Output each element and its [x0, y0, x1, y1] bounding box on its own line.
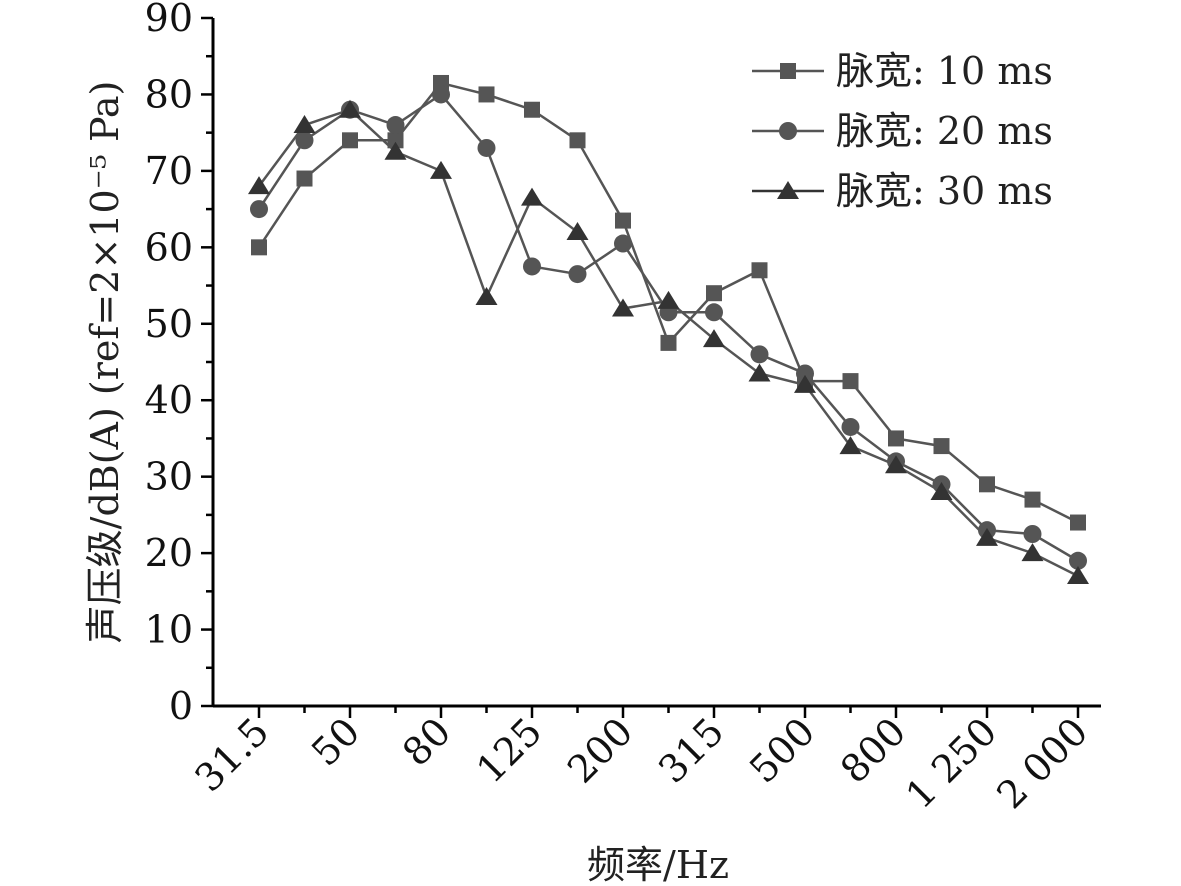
data-point: [566, 222, 589, 241]
data-point: [293, 115, 316, 134]
legend-marker: [777, 181, 799, 199]
data-point: [1070, 514, 1086, 531]
y-tick-label: 80: [145, 72, 193, 116]
data-point: [703, 329, 725, 348]
y-axis-ticks: 0 10 20 30 40 50 60 70 80 90: [145, 0, 213, 728]
data-point: [748, 363, 771, 382]
data-point: [796, 364, 814, 383]
y-tick-label: 40: [145, 378, 193, 422]
legend: 脉宽: 10 ms 脉宽: 20 ms 脉宽: 30 ms: [752, 49, 1053, 213]
legend-label: 脉宽: 30 ms: [836, 169, 1053, 213]
plot-area: [248, 74, 1089, 585]
data-point: [976, 527, 998, 546]
legend-item: 脉宽: 30 ms: [752, 169, 1053, 213]
data-point: [384, 141, 407, 160]
y-tick-label: 50: [145, 302, 193, 346]
data-point: [706, 285, 722, 302]
x-tick-label: 500: [741, 709, 823, 791]
data-point: [794, 374, 816, 393]
data-point: [523, 257, 541, 276]
data-point: [1067, 566, 1089, 585]
y-tick-label: 10: [145, 608, 193, 652]
data-point: [615, 212, 631, 229]
data-point: [614, 234, 632, 253]
data-point: [1069, 551, 1087, 570]
data-point: [296, 170, 313, 187]
series-2: [250, 85, 1087, 570]
data-point: [933, 438, 950, 455]
data-point: [432, 85, 450, 104]
data-point: [251, 239, 267, 256]
data-point: [386, 116, 405, 135]
legend-item: 脉宽: 10 ms: [752, 49, 1053, 93]
x-tick-label: 125: [468, 709, 550, 791]
x-tick-label: 800: [832, 709, 914, 791]
data-point: [478, 86, 495, 103]
series-3: [248, 99, 1089, 585]
data-point: [568, 265, 587, 284]
y-tick-label: 70: [145, 149, 193, 193]
data-point: [842, 373, 859, 390]
data-point: [660, 334, 677, 351]
x-tick-label: 315: [650, 709, 732, 791]
x-tick-label: 31.5: [186, 709, 277, 800]
data-point: [475, 287, 498, 306]
data-point: [751, 262, 768, 279]
data-point: [979, 476, 995, 493]
x-tick-label: 200: [559, 709, 641, 791]
legend-item: 脉宽: 20 ms: [752, 109, 1053, 153]
data-point: [250, 200, 268, 219]
data-point: [750, 345, 769, 364]
data-point: [339, 99, 361, 118]
y-tick-label: 60: [145, 225, 193, 269]
data-point: [569, 132, 586, 149]
data-point: [430, 160, 452, 179]
data-point: [477, 138, 496, 157]
data-point: [524, 101, 540, 118]
legend-marker: [780, 63, 796, 79]
y-tick-label: 90: [145, 0, 193, 40]
y-tick-label: 30: [145, 455, 193, 499]
data-point: [1023, 525, 1042, 543]
data-point: [885, 455, 907, 474]
data-point: [705, 303, 723, 322]
y-tick-label: 0: [169, 684, 193, 728]
y-axis-title: 声压级/dB(A) (ref=2×10⁻⁵ Pa): [83, 81, 127, 644]
data-point: [839, 436, 862, 455]
data-point: [1021, 543, 1044, 562]
x-tick-label: 80: [394, 709, 459, 774]
data-point: [930, 481, 953, 500]
data-point: [612, 298, 634, 317]
legend-marker: [779, 122, 797, 140]
data-point: [1024, 491, 1041, 508]
data-point: [657, 290, 680, 309]
x-tick-label: 50: [303, 709, 368, 774]
x-tick-label: 2 000: [988, 709, 1096, 817]
legend-label: 脉宽: 10 ms: [836, 49, 1053, 93]
y-tick-label: 20: [145, 531, 193, 575]
x-tick-label: 1 250: [897, 709, 1005, 817]
series-1: [251, 74, 1086, 531]
data-point: [521, 187, 543, 206]
data-point: [295, 131, 314, 150]
data-point: [841, 417, 860, 436]
data-point: [888, 430, 904, 447]
data-point: [248, 176, 270, 195]
series-line: [257, 92, 1079, 562]
data-point: [342, 132, 358, 149]
legend-label: 脉宽: 20 ms: [836, 109, 1053, 153]
x-axis-title: 频率/Hz: [587, 843, 729, 886]
data-point: [387, 132, 404, 149]
